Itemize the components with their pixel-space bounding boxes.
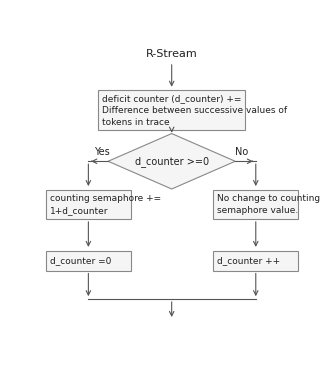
Text: d_counter ++: d_counter ++ xyxy=(217,256,280,265)
Text: deficit counter (d_counter) +=
Difference between successive values of
tokens in: deficit counter (d_counter) += Differenc… xyxy=(102,94,287,127)
FancyBboxPatch shape xyxy=(213,251,298,271)
Text: Yes: Yes xyxy=(94,147,110,157)
Text: No change to counting
semaphore value.: No change to counting semaphore value. xyxy=(217,194,320,215)
Text: d_counter >=0: d_counter >=0 xyxy=(135,156,209,167)
FancyBboxPatch shape xyxy=(46,190,131,219)
Text: R-Stream: R-Stream xyxy=(146,49,198,59)
Polygon shape xyxy=(108,134,235,189)
Text: No: No xyxy=(235,147,249,157)
Text: counting semaphore +=
1+d_counter: counting semaphore += 1+d_counter xyxy=(50,194,161,215)
FancyBboxPatch shape xyxy=(46,251,131,271)
FancyBboxPatch shape xyxy=(98,90,245,130)
Text: d_counter =0: d_counter =0 xyxy=(50,256,111,265)
FancyBboxPatch shape xyxy=(213,190,298,219)
